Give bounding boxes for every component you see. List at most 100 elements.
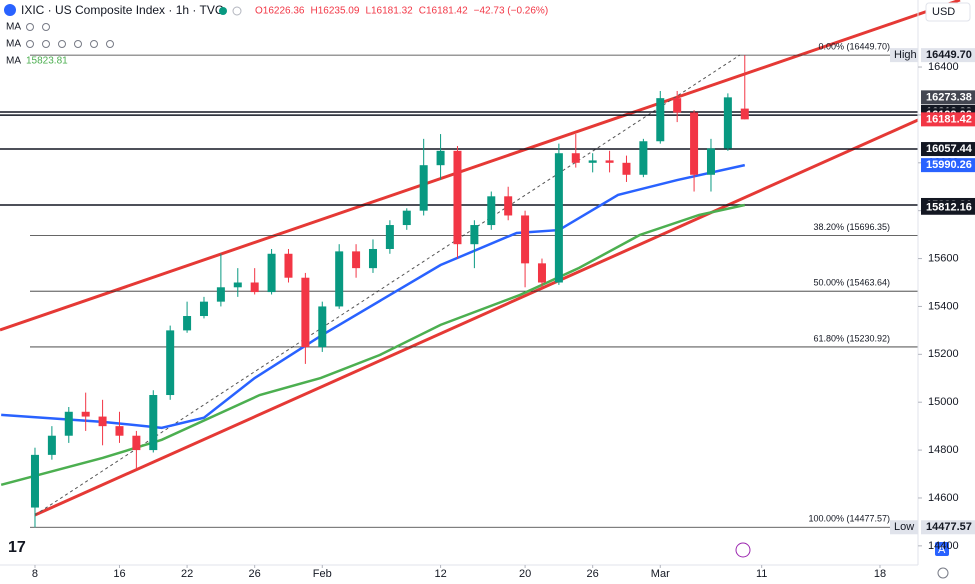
candle-body [199, 301, 208, 317]
price-label-box [921, 142, 975, 157]
candle-body [639, 141, 648, 175]
ohlc-value: C16181.42 [419, 6, 468, 17]
settings-button[interactable] [937, 567, 949, 579]
symbol-logo [4, 4, 16, 16]
candle-body [656, 98, 665, 142]
ohlc-value: L16181.32 [365, 6, 413, 17]
price-label: 16273.38 [926, 91, 972, 103]
currency-button[interactable] [925, 2, 971, 22]
legend-icon [42, 23, 50, 31]
event-icon[interactable] [735, 542, 751, 558]
auto-scale-button[interactable] [935, 542, 949, 556]
candle-body [673, 98, 682, 113]
price-tag: High [894, 49, 917, 61]
candle-body [554, 153, 563, 283]
price-label-box [921, 90, 975, 105]
tv-logo: 17 [8, 539, 26, 556]
candle-body [166, 330, 175, 396]
candle-body [605, 160, 614, 163]
legend-label: MA [6, 22, 21, 33]
candle-body [64, 411, 73, 436]
y-tick-label: 16400 [928, 61, 959, 73]
candle-body [368, 248, 377, 269]
x-tick-label: 22 [181, 568, 193, 580]
candle-body [487, 196, 496, 226]
x-tick-label: 16 [113, 568, 125, 580]
legend-label: MA [6, 56, 21, 67]
y-tick-label: 15200 [928, 348, 959, 360]
status-dot [232, 6, 242, 16]
x-tick-label: 11 [756, 568, 767, 580]
candle-body [301, 277, 310, 348]
candle-body [571, 153, 580, 163]
candle-body [98, 416, 107, 427]
price-label-box [921, 520, 975, 535]
price-label: 16057.44 [926, 143, 973, 155]
fib-label: 38.20% (15696.35) [813, 222, 890, 232]
price-label: 15812.16 [926, 202, 972, 214]
candle-body [352, 251, 361, 269]
fib-label: 0.00% (16449.70) [818, 42, 890, 52]
legend-label: MA [6, 39, 21, 50]
candle-body [453, 150, 462, 245]
auto-scale-label: A [938, 544, 946, 556]
ohlc-value: H16235.09 [311, 6, 360, 17]
candle-body [588, 160, 597, 163]
candle-body [233, 282, 242, 288]
candle-body [419, 165, 428, 211]
x-tick-label: 26 [249, 568, 261, 580]
candle-body [250, 282, 259, 293]
x-tick-label: 20 [519, 568, 531, 580]
price-label: 15990.26 [926, 159, 972, 171]
moving-average [1, 163, 746, 430]
price-tag-box [890, 520, 918, 535]
legend-icon [58, 40, 66, 48]
candle-body [385, 225, 394, 249]
fib-label: 61.80% (15230.92) [813, 333, 890, 343]
y-tick-label: 15000 [928, 396, 959, 408]
indicator-legend: MA MA MA 15823.81 [6, 22, 114, 67]
candle-body [740, 108, 749, 120]
candle-body [267, 253, 276, 293]
y-tick-label: 15600 [928, 252, 959, 264]
fib-label: 50.00% (15463.64) [813, 278, 890, 288]
legend-icon [106, 40, 114, 48]
legend-value: 15823.81 [26, 56, 68, 67]
x-tick-label: 8 [32, 568, 38, 580]
candle-body [622, 162, 631, 175]
price-tag-box [890, 48, 918, 63]
candle-body [504, 196, 513, 216]
legend-icon [90, 40, 98, 48]
legend-icon [74, 40, 82, 48]
fib-label: 100.00% (14477.57) [808, 514, 890, 524]
candle-body [81, 411, 90, 417]
x-tick-label: 12 [434, 568, 446, 580]
candle-body [335, 251, 344, 307]
candle-body [30, 454, 39, 508]
price-label-box [921, 112, 975, 127]
candle-body [284, 253, 293, 278]
ohlc-value: O16226.36 [255, 6, 305, 17]
candle-body [470, 225, 479, 245]
symbol-title[interactable]: IXIC · US Composite Index · 1h · TVC [21, 3, 224, 17]
candle-body [115, 426, 124, 436]
legend-icon [42, 40, 50, 48]
candle-body [216, 287, 225, 302]
price-tag: Low [894, 521, 914, 533]
ohlc-value: −42.73 (−0.26%) [474, 6, 549, 17]
price-label: 16181.42 [926, 113, 972, 125]
candle-body [537, 263, 546, 283]
legend-icon [26, 23, 34, 31]
y-tick-label: 14400 [928, 540, 959, 552]
price-label-box [921, 158, 975, 173]
candle-body [690, 112, 699, 175]
ohlc-header: O16226.36 H16235.09 L16181.32 C16181.42 −42.… [255, 6, 548, 17]
x-tick-label: 26 [587, 568, 599, 580]
candle-body [318, 306, 327, 348]
price-label: 16449.70 [926, 49, 972, 61]
market-status [219, 7, 227, 15]
channel-lower [34, 118, 919, 517]
price-label-box [921, 200, 975, 215]
